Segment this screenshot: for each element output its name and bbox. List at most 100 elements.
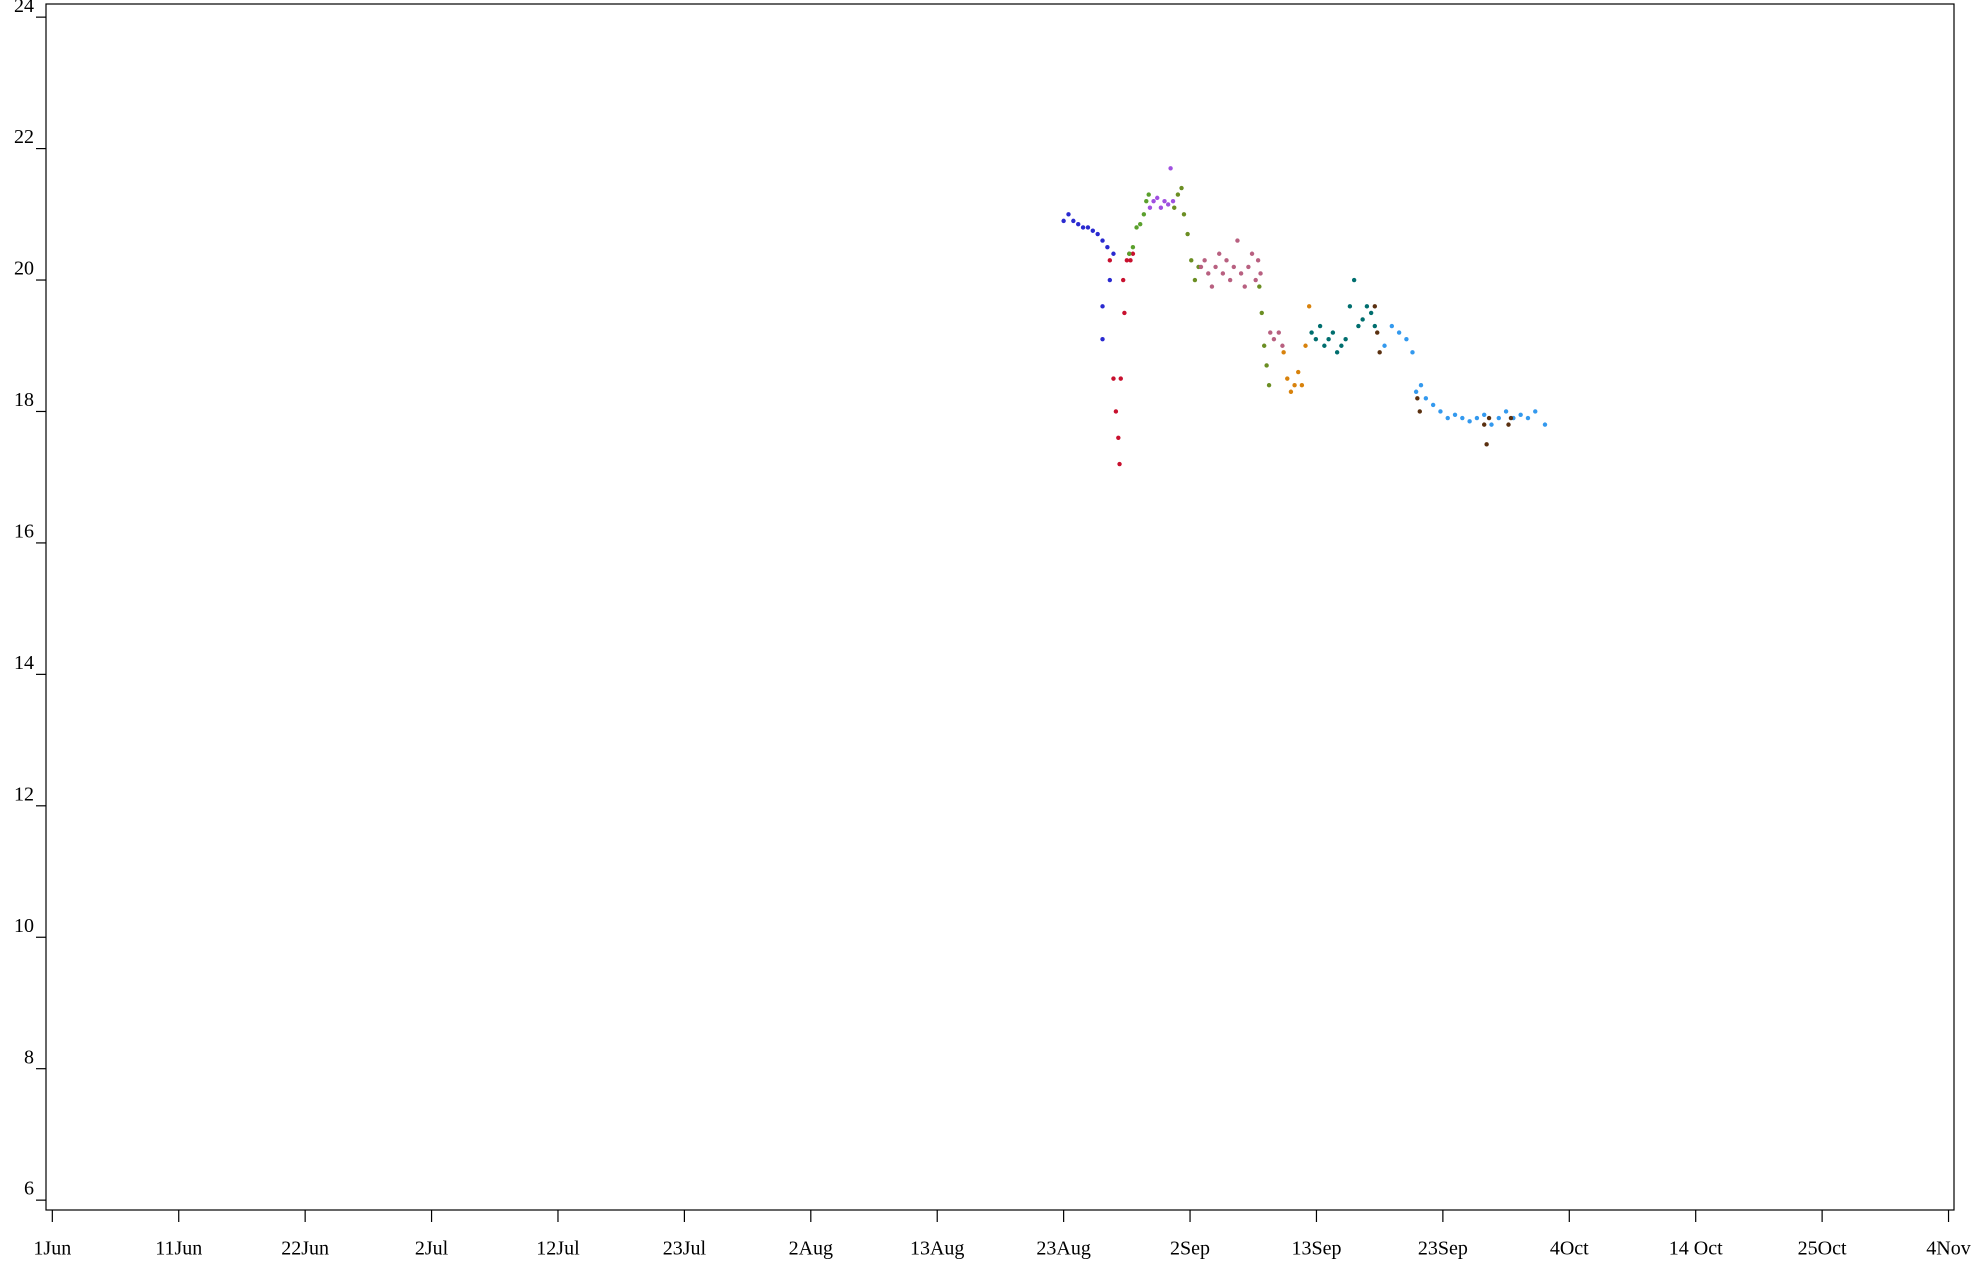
point [1189,258,1194,263]
y-tick-label: 14 [14,652,34,674]
point [1413,389,1419,394]
y-tick-label: 24 [14,0,34,17]
point [1360,317,1365,322]
point [1259,310,1264,316]
point [1482,422,1487,427]
point [1117,461,1122,467]
point [1076,221,1081,227]
point [1141,212,1147,217]
x-tick-label: 22Jun [281,1238,329,1260]
point [1217,251,1222,256]
point [1220,271,1226,276]
y-tick-label: 10 [14,915,34,937]
point [1158,205,1164,210]
point [1423,396,1429,401]
point [1377,350,1382,355]
point [1130,244,1136,250]
point [1486,415,1492,421]
point [1268,330,1273,335]
point [1430,402,1436,408]
point [1299,382,1305,388]
point [1116,435,1121,440]
point [1155,195,1160,201]
point [1213,264,1218,270]
x-tick-label: 2Jul [415,1238,449,1260]
point [1326,336,1331,342]
point [1192,277,1198,283]
point [1130,251,1136,256]
point [1181,212,1187,217]
point [1127,251,1132,256]
x-tick-label: 25Oct [1798,1238,1847,1260]
plot-frame [45,3,1955,1211]
point [1257,284,1262,289]
point [1238,271,1244,276]
point [1179,185,1184,191]
point [1372,323,1378,329]
point [1146,192,1151,197]
point [1389,323,1395,329]
point [1438,409,1443,414]
point [1175,192,1181,197]
point [1368,310,1374,316]
point [1542,422,1548,427]
point [1518,412,1523,417]
point [1266,382,1272,388]
point [1124,258,1130,263]
point [1258,271,1263,276]
point [1185,231,1190,237]
point [1198,264,1204,270]
point [1147,205,1153,210]
point [1364,304,1370,309]
point [1343,336,1348,342]
point [1452,412,1458,417]
point [1107,258,1113,263]
point [1418,382,1424,388]
point [1445,415,1450,421]
x-tick-label: 11Jun [155,1238,202,1260]
point [1227,277,1233,283]
point [1261,343,1267,348]
point [1138,221,1143,227]
y-tick-label: 8 [24,1046,34,1068]
x-tick-label: 2Sep [1170,1238,1210,1260]
point [1107,277,1113,283]
point [1533,409,1538,414]
point [1382,343,1387,348]
point [1242,284,1247,289]
point [1372,304,1378,309]
x-tick-label: 12Jul [536,1238,580,1260]
point [1162,198,1167,204]
point [1280,343,1285,348]
point [1525,415,1531,421]
point [1170,198,1176,204]
point [1231,264,1237,270]
point [1276,330,1281,335]
point [1095,231,1100,237]
point [1134,225,1139,230]
point [1066,212,1071,217]
point [1322,343,1327,348]
point [1172,205,1177,210]
y-tick-label: 22 [14,126,34,148]
point [1404,336,1409,342]
point [1128,258,1133,263]
point [1417,409,1422,414]
point [1144,198,1149,204]
y-tick-label: 6 [24,1178,34,1200]
point [1253,277,1258,283]
point [1506,422,1511,427]
point [1264,363,1269,368]
point [1113,409,1119,414]
point [1118,376,1123,381]
x-tick-label: 13Sep [1291,1238,1341,1260]
point [1168,166,1173,171]
y-tick-label: 12 [14,783,34,805]
point [1351,277,1357,283]
point [1396,330,1402,335]
point [1285,376,1290,381]
point [1100,238,1105,243]
point [1467,419,1472,424]
point [1460,415,1465,421]
